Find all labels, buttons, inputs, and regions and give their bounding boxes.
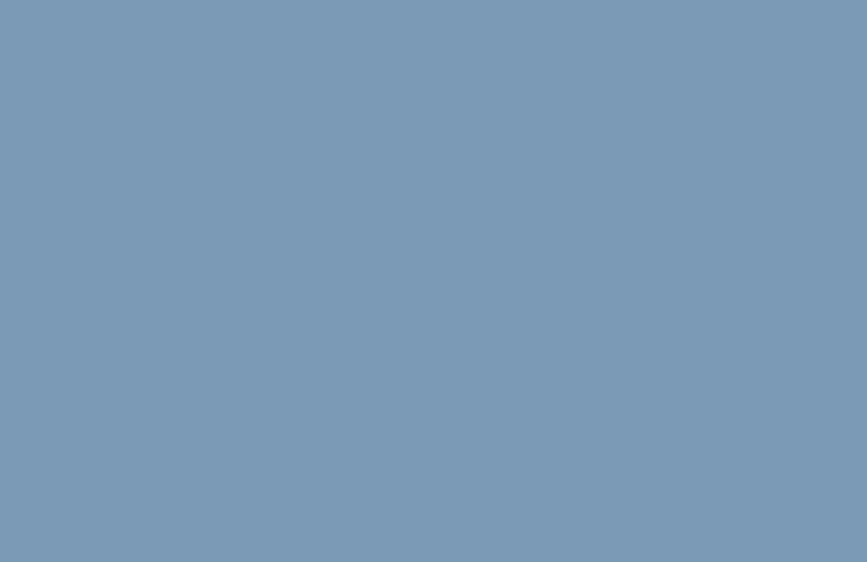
Text: ø14: ø14 — [542, 119, 645, 169]
Polygon shape — [309, 84, 339, 234]
Text: 56: 56 — [760, 165, 770, 177]
Text: 28: 28 — [369, 198, 381, 208]
Text: 71: 71 — [216, 301, 228, 311]
Text: ø51: ø51 — [630, 66, 661, 128]
Text: 120°: 120° — [103, 387, 128, 397]
Text: 8: 8 — [536, 254, 542, 264]
Text: 44: 44 — [270, 511, 283, 521]
Text: ø25: ø25 — [672, 198, 698, 282]
Polygon shape — [322, 244, 339, 260]
Text: 3xø5: 3xø5 — [662, 66, 733, 136]
Text: 3xø25: 3xø25 — [345, 400, 400, 434]
Polygon shape — [135, 84, 155, 122]
Text: 74: 74 — [241, 50, 253, 60]
Text: 40: 40 — [178, 511, 190, 521]
Polygon shape — [135, 222, 155, 260]
Text: 35: 35 — [372, 377, 384, 387]
Text: 5: 5 — [117, 111, 123, 121]
Text: 49: 49 — [225, 283, 238, 293]
Text: 3xø12: 3xø12 — [335, 337, 400, 380]
Bar — [85, 12, 845, 552]
Text: ø38: ø38 — [595, 207, 628, 282]
Text: 30°: 30° — [266, 263, 284, 273]
